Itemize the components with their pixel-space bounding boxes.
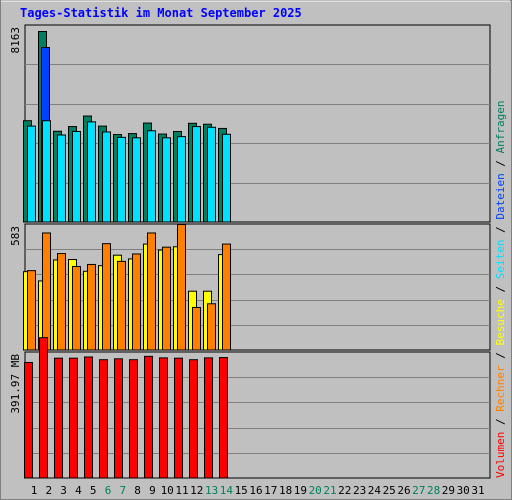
x-tick-label: 6 (105, 484, 112, 497)
bar-volumen-day-8 (129, 359, 138, 479)
bar-volumen-day-6 (99, 359, 108, 479)
bar-seiten-day-4 (72, 130, 81, 223)
x-tick-label: 26 (397, 484, 410, 497)
x-tick-label: 4 (75, 484, 82, 497)
legend-entry-besuche: Besuche (494, 299, 507, 345)
bar-seiten-day-7 (117, 136, 126, 223)
x-tick-label: 31 (471, 484, 484, 497)
x-tick-label: 27 (412, 484, 425, 497)
x-tick-label: 18 (279, 484, 292, 497)
x-tick-label: 24 (368, 484, 382, 497)
x-tick-label: 20 (309, 484, 322, 497)
legend-separator: / (494, 279, 507, 299)
bar-volumen-day-12 (189, 359, 198, 479)
x-tick-label: 11 (175, 484, 188, 497)
x-tick-label: 10 (161, 484, 174, 497)
x-tick-label: 28 (427, 484, 440, 497)
bar-seiten-day-1 (27, 125, 36, 223)
x-tick-label: 15 (235, 484, 248, 497)
panel-2: 583 (9, 223, 491, 351)
bar-seiten-day-3 (57, 134, 66, 223)
chart-title: Tages-Statistik im Monat September 2025 (20, 6, 302, 20)
bar-rechner-day-4 (72, 266, 81, 351)
bar-rechner-day-10 (162, 246, 171, 351)
x-tick-label: 1 (31, 484, 38, 497)
bar-rechner-day-3 (57, 253, 66, 351)
x-tick-label: 3 (60, 484, 67, 497)
bar-rechner-day-7 (117, 260, 126, 351)
bar-seiten-day-12 (192, 126, 201, 223)
legend-entry-rechner: Rechner (494, 365, 507, 412)
x-tick-label: 13 (205, 484, 218, 497)
panel-max-label: 391.97 MB (9, 354, 22, 414)
x-tick-label: 16 (249, 484, 262, 497)
x-tick-label: 9 (149, 484, 156, 497)
bar-seiten-day-13 (207, 126, 216, 223)
x-tick-label: 29 (442, 484, 455, 497)
bar-seiten-day-11 (177, 136, 186, 223)
x-tick-label: 5 (90, 484, 97, 497)
legend-entry-dateien: Dateien (494, 173, 507, 219)
bar-volumen-day-10 (159, 357, 168, 479)
x-tick-label: 17 (264, 484, 277, 497)
bar-seiten-day-8 (132, 137, 141, 223)
legend-separator: / (494, 412, 507, 432)
legend-entry-volumen: Volumen (494, 432, 507, 478)
panel-max-label: 8163 (9, 27, 22, 54)
bar-rechner-day-13 (207, 303, 216, 351)
x-tick-label: 25 (383, 484, 396, 497)
bar-rechner-day-1 (27, 270, 36, 351)
bar-volumen-day-4 (69, 357, 78, 479)
bar-rechner-day-14 (222, 243, 231, 351)
legend-separator: / (494, 153, 507, 173)
x-tick-label: 21 (323, 484, 336, 497)
bar-rechner-day-12 (192, 306, 201, 351)
x-tick-label: 30 (457, 484, 470, 497)
bar-rechner-day-6 (102, 243, 111, 351)
bar-seiten-day-10 (162, 137, 171, 223)
x-tick-label: 19 (294, 484, 307, 497)
bar-seiten-day-6 (102, 131, 111, 223)
bar-volumen-day-5 (84, 356, 93, 479)
panel-1: 8163 (9, 24, 491, 223)
legend-entry-seiten: Seiten (494, 240, 507, 280)
bar-volumen-day-7 (114, 358, 123, 479)
bar-rechner-day-11 (177, 224, 186, 351)
x-tick-label: 14 (220, 484, 234, 497)
bar-volumen-day-11 (174, 357, 183, 479)
panel-area (24, 351, 491, 479)
bar-rechner-day-2 (42, 232, 51, 351)
x-tick-label: 2 (45, 484, 52, 497)
bar-volumen-day-3 (54, 357, 63, 479)
bar-rechner-day-9 (147, 232, 156, 351)
panel-max-label: 583 (9, 226, 22, 246)
x-tick-label: 12 (190, 484, 203, 497)
x-tick-label: 7 (119, 484, 126, 497)
bar-seiten-day-5 (87, 121, 96, 223)
bar-rechner-day-5 (87, 263, 96, 351)
legend-entry-anfragen: Anfragen (494, 100, 507, 153)
bar-volumen-day-9 (144, 355, 153, 479)
bar-volumen-day-14 (219, 357, 228, 479)
legend-separator: / (494, 346, 507, 366)
bar-seiten-day-9 (147, 130, 156, 223)
bar-seiten-day-14 (222, 133, 231, 223)
bar-seiten-day-2 (42, 120, 51, 223)
bar-volumen-day-2 (39, 337, 48, 479)
bar-volumen-day-13 (204, 357, 213, 479)
bar-volumen-day-1 (24, 361, 33, 479)
bar-rechner-day-8 (132, 253, 141, 351)
panel-3: 391.97 MB (9, 337, 491, 479)
legend-separator: / (494, 220, 507, 240)
x-tick-label: 8 (134, 484, 141, 497)
x-tick-label: 22 (338, 484, 351, 497)
right-legend: Volumen / Rechner / Besuche / Seiten / D… (494, 100, 507, 478)
x-tick-label: 23 (353, 484, 366, 497)
